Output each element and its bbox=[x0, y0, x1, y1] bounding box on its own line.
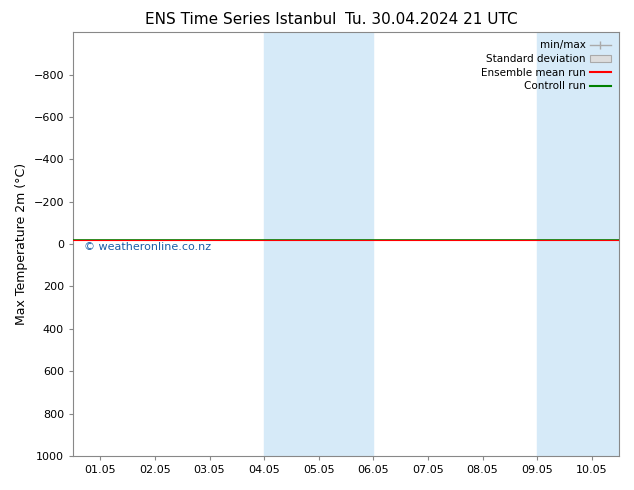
Y-axis label: Max Temperature 2m (°C): Max Temperature 2m (°C) bbox=[15, 163, 28, 325]
Text: Tu. 30.04.2024 21 UTC: Tu. 30.04.2024 21 UTC bbox=[345, 12, 517, 27]
Legend: min/max, Standard deviation, Ensemble mean run, Controll run: min/max, Standard deviation, Ensemble me… bbox=[478, 37, 614, 95]
Bar bbox=[537, 32, 619, 456]
Text: © weatheronline.co.nz: © weatheronline.co.nz bbox=[84, 242, 211, 252]
Text: ENS Time Series Istanbul: ENS Time Series Istanbul bbox=[145, 12, 337, 27]
Bar bbox=[264, 32, 373, 456]
